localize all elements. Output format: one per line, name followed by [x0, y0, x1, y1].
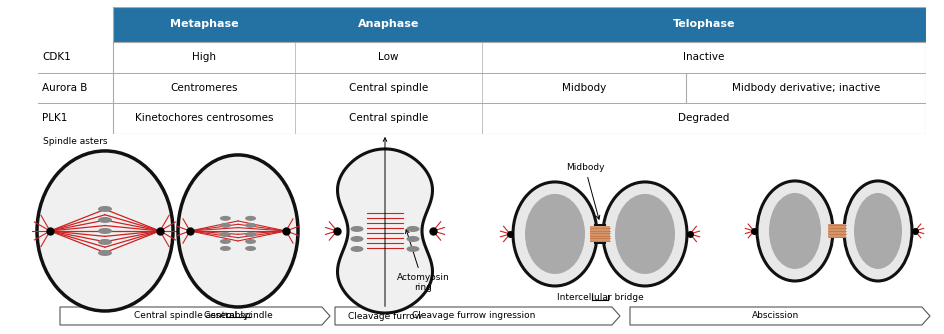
Ellipse shape — [853, 193, 901, 269]
Ellipse shape — [220, 239, 230, 244]
Ellipse shape — [98, 206, 112, 212]
Text: CDK1: CDK1 — [42, 52, 71, 62]
Text: Metaphase: Metaphase — [170, 19, 239, 29]
Text: Midbody derivative; inactive: Midbody derivative; inactive — [732, 83, 880, 93]
Text: Cleavage furrow ingression: Cleavage furrow ingression — [412, 312, 534, 321]
Text: Aurora B: Aurora B — [42, 83, 88, 93]
Ellipse shape — [244, 246, 256, 251]
Ellipse shape — [244, 223, 256, 228]
Bar — [827, 224, 845, 238]
Text: Intercellular bridge: Intercellular bridge — [556, 293, 643, 302]
Text: Anaphase: Anaphase — [358, 19, 419, 29]
Text: Central spindle: Central spindle — [203, 311, 272, 320]
Text: Actomyosin
ring: Actomyosin ring — [396, 230, 449, 292]
Ellipse shape — [220, 216, 230, 221]
Ellipse shape — [756, 181, 832, 281]
Text: Degraded: Degraded — [678, 113, 729, 123]
Ellipse shape — [98, 239, 112, 245]
Ellipse shape — [220, 232, 230, 237]
Bar — [595, 225, 604, 243]
PathPatch shape — [337, 149, 432, 313]
Ellipse shape — [350, 246, 363, 252]
Ellipse shape — [98, 228, 112, 234]
Text: Kinetochores centrosomes: Kinetochores centrosomes — [135, 113, 274, 123]
Ellipse shape — [37, 151, 173, 311]
Text: Central spindle: Central spindle — [348, 83, 428, 93]
Text: Cleavage furrow: Cleavage furrow — [347, 138, 422, 321]
Ellipse shape — [843, 181, 911, 281]
Ellipse shape — [406, 236, 419, 242]
Text: Central spindle: Central spindle — [348, 113, 428, 123]
Text: Midbody: Midbody — [562, 83, 606, 93]
Ellipse shape — [406, 246, 419, 252]
FancyBboxPatch shape — [481, 7, 925, 42]
Polygon shape — [630, 307, 929, 325]
FancyBboxPatch shape — [295, 7, 481, 42]
Ellipse shape — [350, 226, 363, 232]
Text: Central spindle assembly: Central spindle assembly — [133, 312, 248, 321]
Polygon shape — [334, 307, 619, 325]
Text: Centromeres: Centromeres — [171, 83, 238, 93]
Ellipse shape — [244, 232, 256, 237]
Bar — [589, 226, 610, 242]
Text: Telophase: Telophase — [672, 19, 734, 29]
Ellipse shape — [350, 236, 363, 242]
Text: Inactive: Inactive — [683, 52, 724, 62]
Ellipse shape — [525, 194, 584, 274]
Text: Spindle asters: Spindle asters — [42, 137, 107, 146]
Ellipse shape — [768, 193, 820, 269]
Ellipse shape — [98, 250, 112, 256]
Ellipse shape — [220, 223, 230, 228]
Ellipse shape — [244, 239, 256, 244]
Ellipse shape — [513, 182, 597, 286]
Ellipse shape — [602, 182, 686, 286]
Polygon shape — [59, 307, 329, 325]
Ellipse shape — [220, 246, 230, 251]
Ellipse shape — [177, 155, 297, 307]
Text: PLK1: PLK1 — [42, 113, 68, 123]
Ellipse shape — [98, 217, 112, 223]
Text: Abscission: Abscission — [751, 312, 799, 321]
Text: Midbody: Midbody — [565, 163, 603, 219]
Ellipse shape — [406, 226, 419, 232]
Ellipse shape — [615, 194, 674, 274]
Text: Low: Low — [378, 52, 398, 62]
FancyBboxPatch shape — [113, 7, 295, 42]
Text: High: High — [193, 52, 216, 62]
Ellipse shape — [244, 216, 256, 221]
